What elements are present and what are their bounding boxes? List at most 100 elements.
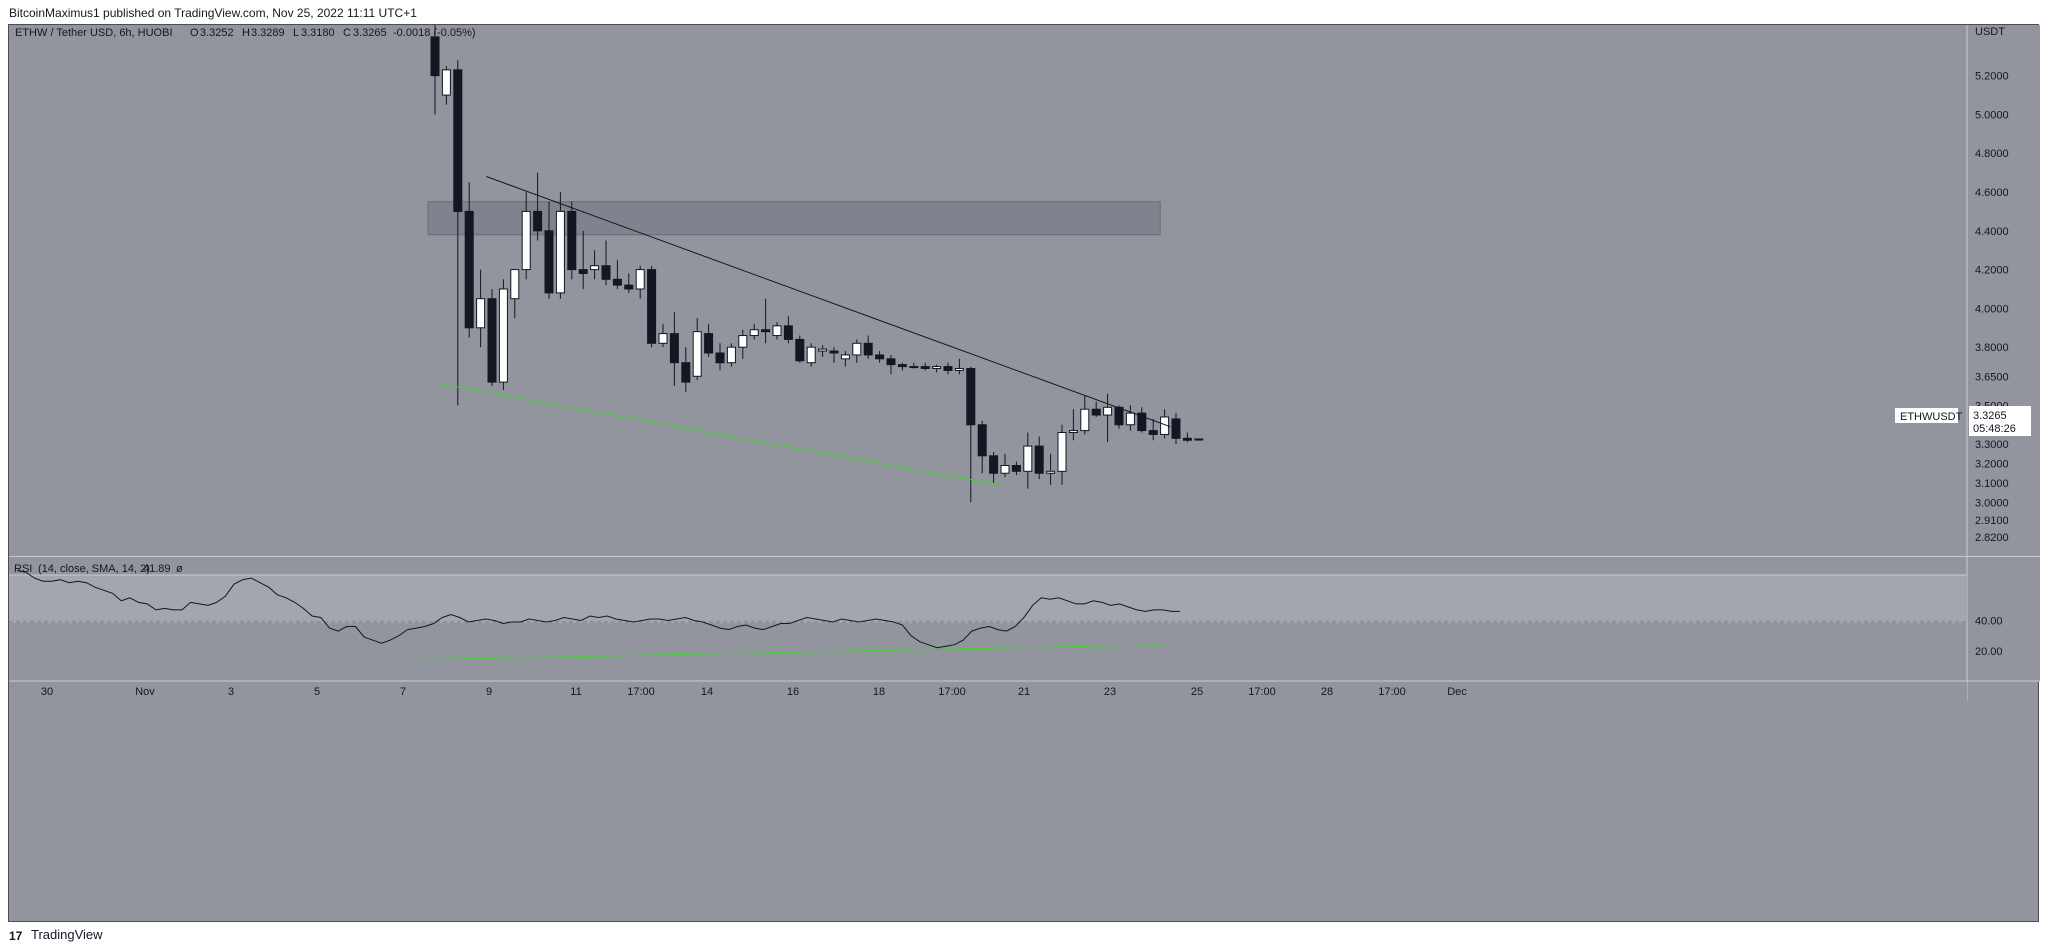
publisher-text: BitcoinMaximus1 published on TradingView… bbox=[9, 6, 417, 20]
candle-body bbox=[544, 230, 554, 294]
candle-body bbox=[578, 269, 588, 274]
candle-body bbox=[692, 331, 702, 377]
candle-body bbox=[840, 354, 850, 360]
price-pane[interactable] bbox=[9, 25, 1967, 556]
publisher-header: BitcoinMaximus1 published on TradingView… bbox=[0, 0, 2047, 24]
price-tick-6: 4.0000 bbox=[1975, 303, 2009, 315]
candle-body bbox=[441, 69, 451, 96]
candle-body bbox=[932, 366, 942, 370]
candle-body bbox=[1137, 412, 1147, 432]
price-tick-15: 2.9100 bbox=[1975, 515, 2009, 527]
time-tick-15: 17:00 bbox=[1248, 686, 1276, 698]
candle-body bbox=[738, 335, 748, 348]
time-tick-8: 14 bbox=[701, 686, 713, 698]
price-tick-2: 4.8000 bbox=[1975, 148, 2009, 160]
price-tick-1: 5.0000 bbox=[1975, 109, 2009, 121]
price-tick-13: 3.1000 bbox=[1975, 478, 2009, 490]
candle-body bbox=[1034, 445, 1044, 474]
ohlc-low-label: L bbox=[293, 27, 299, 39]
candle-body bbox=[1046, 470, 1056, 474]
candle-body bbox=[989, 455, 999, 474]
ohlc-change: -0.0018 (-0.05%) bbox=[393, 27, 476, 39]
candle-body bbox=[1171, 418, 1181, 439]
candle-body bbox=[624, 284, 634, 290]
candle-body bbox=[464, 210, 474, 329]
candle-body bbox=[487, 298, 497, 383]
ohlc-close-value: 3.3265 bbox=[353, 27, 387, 39]
candle-body bbox=[954, 368, 964, 371]
time-axis[interactable] bbox=[9, 681, 1967, 701]
candle-body bbox=[555, 210, 565, 294]
price-axis[interactable] bbox=[1967, 25, 2040, 681]
candle-body bbox=[1125, 412, 1135, 426]
tradingview-logo-glyph: 17 bbox=[9, 929, 23, 941]
candle-body bbox=[749, 329, 759, 337]
candle-body bbox=[943, 366, 953, 371]
ohlc-open-label: O bbox=[190, 27, 199, 39]
resistance-zone-layer bbox=[427, 201, 1161, 236]
ohlc-close-label: C bbox=[343, 27, 351, 39]
rsi-bullish-divergence-line bbox=[416, 644, 1163, 661]
resistance-zone bbox=[427, 201, 1161, 236]
candle-body bbox=[498, 288, 508, 383]
time-tick-12: 21 bbox=[1018, 686, 1030, 698]
symbol-price-tag: ETHWUSDT bbox=[1900, 411, 1963, 423]
price-tick-12: 3.2000 bbox=[1975, 459, 2009, 471]
candle-body bbox=[886, 358, 896, 366]
candle-body bbox=[1068, 430, 1078, 434]
candle-body bbox=[1023, 445, 1033, 472]
candle-body bbox=[612, 278, 622, 286]
price-tick-4: 4.4000 bbox=[1975, 226, 2009, 238]
price-tick-0: 5.2000 bbox=[1975, 71, 2009, 83]
rsi-tick-1: 20.00 bbox=[1975, 646, 2003, 658]
candle-body bbox=[1091, 408, 1101, 416]
rsi-params: (14, close, SMA, 14, 2) bbox=[38, 563, 150, 575]
candle-body bbox=[567, 210, 577, 271]
candle-body bbox=[875, 354, 885, 360]
time-tick-7: 17:00 bbox=[627, 686, 655, 698]
candle-body bbox=[795, 338, 805, 362]
symbol-title[interactable]: ETHW / Tether USD, 6h, HUOBI bbox=[15, 27, 173, 39]
time-tick-2: 3 bbox=[228, 686, 234, 698]
candle-body bbox=[783, 325, 793, 340]
chart-frame[interactable]: 5.2000 5.0000 4.8000 4.6000 4.4000 4.2000 4.00… bbox=[8, 17, 2040, 923]
candle-body bbox=[1194, 438, 1204, 441]
time-tick-17: 17:00 bbox=[1378, 686, 1406, 698]
rsi-extra: ø bbox=[176, 563, 183, 575]
candle-body bbox=[647, 269, 657, 344]
candle-body bbox=[1000, 464, 1010, 474]
time-tick-16: 28 bbox=[1321, 686, 1333, 698]
rsi-layer: 40.00 20.00 bbox=[16, 570, 2003, 661]
symbol-legend[interactable]: ETHW / Tether USD, 6h, HUOBI O 3.3252 H … bbox=[15, 27, 476, 39]
tradingview-logo-icon: 17 bbox=[9, 929, 23, 941]
chart-canvas[interactable]: 5.2000 5.0000 4.8000 4.6000 4.4000 4.2000 4.00… bbox=[9, 17, 2040, 923]
price-tick-16: 2.8200 bbox=[1975, 532, 2009, 544]
time-tick-10: 18 bbox=[873, 686, 885, 698]
candle-body bbox=[1057, 432, 1067, 472]
rsi-legend[interactable]: RSI (14, close, SMA, 14, 2) 41.89 ø bbox=[14, 563, 183, 575]
candle-body bbox=[533, 210, 543, 232]
candle-body bbox=[1114, 406, 1124, 426]
time-tick-1: Nov bbox=[135, 686, 155, 698]
time-tick-0: 30 bbox=[41, 686, 53, 698]
candle-body bbox=[966, 368, 976, 426]
rsi-label[interactable]: RSI bbox=[14, 563, 32, 575]
time-tick-3: 5 bbox=[314, 686, 320, 698]
rsi-value: 41.89 bbox=[143, 563, 171, 575]
price-tick-7: 3.8000 bbox=[1975, 342, 2009, 354]
ohlc-low-value: 3.3180 bbox=[301, 27, 335, 39]
candle-body bbox=[1080, 408, 1090, 432]
price-tick-8: 3.6500 bbox=[1975, 371, 2009, 383]
candle-body bbox=[909, 366, 919, 369]
price-tick-11: 3.3000 bbox=[1975, 439, 2009, 451]
candle-body bbox=[863, 342, 873, 356]
time-tick-13: 23 bbox=[1104, 686, 1116, 698]
candle-body bbox=[669, 333, 679, 364]
time-tick-6: 11 bbox=[570, 686, 581, 698]
candle-body bbox=[852, 342, 862, 356]
price-tick-3: 4.6000 bbox=[1975, 187, 2009, 199]
candle-body bbox=[681, 362, 691, 383]
candle-body bbox=[715, 352, 725, 364]
time-tick-4: 7 bbox=[400, 686, 406, 698]
rsi-line bbox=[16, 570, 1181, 649]
